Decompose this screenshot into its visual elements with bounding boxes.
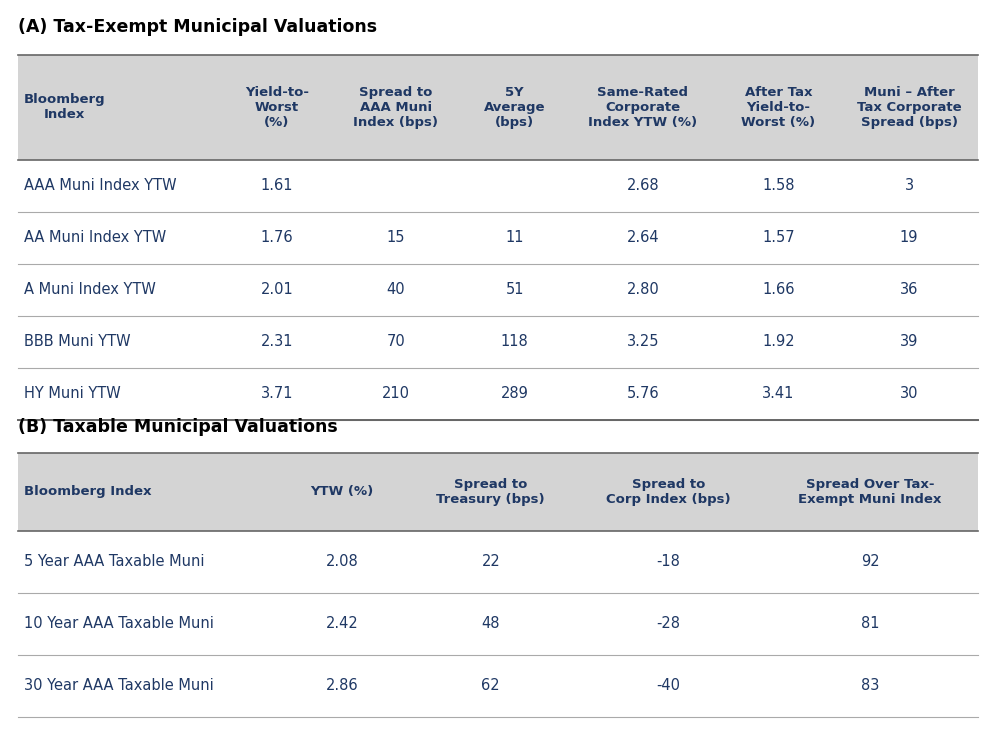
- Text: 10 Year AAA Taxable Muni: 10 Year AAA Taxable Muni: [24, 616, 214, 632]
- Text: 81: 81: [861, 616, 879, 632]
- Text: 2.64: 2.64: [627, 230, 659, 246]
- Text: 51: 51: [505, 282, 524, 298]
- Text: 1.66: 1.66: [762, 282, 795, 298]
- Text: 22: 22: [481, 555, 500, 569]
- Text: 30 Year AAA Taxable Muni: 30 Year AAA Taxable Muni: [24, 678, 214, 694]
- Text: YTW (%): YTW (%): [310, 485, 374, 499]
- Bar: [18, 453, 978, 531]
- Text: Yield-to-
Worst
(%): Yield-to- Worst (%): [245, 86, 309, 129]
- Text: 2.01: 2.01: [261, 282, 293, 298]
- Text: 62: 62: [481, 678, 500, 694]
- Text: -18: -18: [656, 555, 680, 569]
- Text: 39: 39: [900, 335, 918, 349]
- Text: 40: 40: [387, 282, 405, 298]
- Text: Bloomberg Index: Bloomberg Index: [24, 485, 152, 499]
- Text: 15: 15: [387, 230, 405, 246]
- Text: -40: -40: [656, 678, 680, 694]
- Text: 1.58: 1.58: [762, 178, 795, 194]
- Text: 5Y
Average
(bps): 5Y Average (bps): [484, 86, 545, 129]
- Text: Spread Over Tax-
Exempt Muni Index: Spread Over Tax- Exempt Muni Index: [798, 478, 942, 506]
- Text: 2.08: 2.08: [326, 555, 358, 569]
- Text: Same-Rated
Corporate
Index YTW (%): Same-Rated Corporate Index YTW (%): [588, 86, 698, 129]
- Text: 3.41: 3.41: [762, 387, 795, 401]
- Text: 5.76: 5.76: [627, 387, 659, 401]
- Text: 11: 11: [505, 230, 524, 246]
- Text: A Muni Index YTW: A Muni Index YTW: [24, 282, 156, 298]
- Text: -28: -28: [656, 616, 680, 632]
- Text: 2.31: 2.31: [261, 335, 293, 349]
- Text: AAA Muni Index YTW: AAA Muni Index YTW: [24, 178, 177, 194]
- Text: (A) Tax-Exempt Municipal Valuations: (A) Tax-Exempt Municipal Valuations: [18, 18, 377, 36]
- Text: 210: 210: [382, 387, 410, 401]
- Text: Spread to
Treasury (bps): Spread to Treasury (bps): [436, 478, 545, 506]
- Text: After Tax
Yield-to-
Worst (%): After Tax Yield-to- Worst (%): [741, 86, 815, 129]
- Text: 1.57: 1.57: [762, 230, 795, 246]
- Text: 3: 3: [905, 178, 914, 194]
- Text: Bloomberg
Index: Bloomberg Index: [24, 94, 106, 121]
- Text: 92: 92: [861, 555, 879, 569]
- Text: 3.71: 3.71: [261, 387, 293, 401]
- Text: 2.86: 2.86: [326, 678, 358, 694]
- Text: Spread to
Corp Index (bps): Spread to Corp Index (bps): [606, 478, 731, 506]
- Text: Muni – After
Tax Corporate
Spread (bps): Muni – After Tax Corporate Spread (bps): [857, 86, 961, 129]
- Text: 48: 48: [482, 616, 500, 632]
- Text: 2.68: 2.68: [627, 178, 659, 194]
- Text: 118: 118: [501, 335, 529, 349]
- Text: 1.61: 1.61: [261, 178, 293, 194]
- Text: 19: 19: [900, 230, 918, 246]
- Text: 2.42: 2.42: [326, 616, 358, 632]
- Text: 70: 70: [386, 335, 405, 349]
- Text: HY Muni YTW: HY Muni YTW: [24, 387, 121, 401]
- Text: 30: 30: [900, 387, 918, 401]
- Text: 83: 83: [861, 678, 879, 694]
- Text: 3.25: 3.25: [627, 335, 659, 349]
- Text: 289: 289: [501, 387, 529, 401]
- Text: 1.76: 1.76: [261, 230, 293, 246]
- Text: 1.92: 1.92: [762, 335, 795, 349]
- Text: AA Muni Index YTW: AA Muni Index YTW: [24, 230, 166, 246]
- Text: 2.80: 2.80: [627, 282, 659, 298]
- Text: BBB Muni YTW: BBB Muni YTW: [24, 335, 131, 349]
- Text: (B) Taxable Municipal Valuations: (B) Taxable Municipal Valuations: [18, 418, 338, 436]
- Text: 5 Year AAA Taxable Muni: 5 Year AAA Taxable Muni: [24, 555, 205, 569]
- Text: Spread to
AAA Muni
Index (bps): Spread to AAA Muni Index (bps): [353, 86, 438, 129]
- Bar: [18, 55, 978, 160]
- Text: 36: 36: [900, 282, 918, 298]
